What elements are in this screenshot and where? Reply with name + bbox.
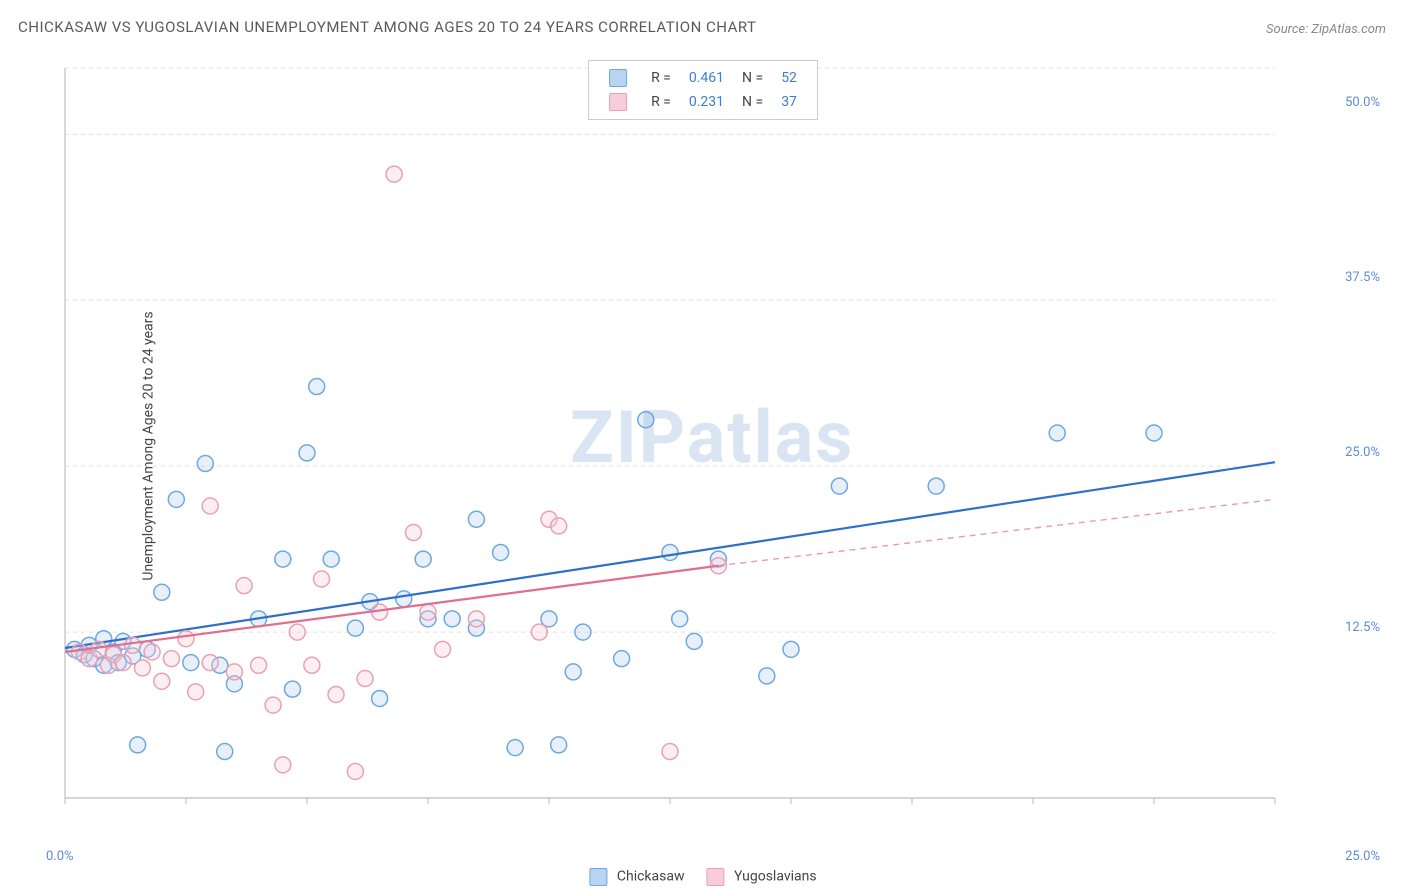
- n-label: N =: [734, 67, 771, 89]
- legend-item-yugoslavians: Yugoslavians: [707, 868, 817, 886]
- y-tick-37-5: 37.5%: [1345, 270, 1380, 285]
- stats-row-chickasaw: R = 0.461 N = 52: [601, 67, 805, 89]
- r-value-yugoslavians: 0.231: [681, 91, 732, 113]
- stats-legend: R = 0.461 N = 52 R = 0.231 N = 37: [588, 60, 818, 120]
- x-tick-25: 25.0%: [1345, 849, 1380, 864]
- y-tick-25: 25.0%: [1345, 445, 1380, 460]
- series-legend: Chickasaw Yugoslavians: [589, 868, 816, 886]
- r-value-chickasaw: 0.461: [681, 67, 732, 89]
- chart-title: CHICKASAW VS YUGOSLAVIAN UNEMPLOYMENT AM…: [18, 18, 757, 36]
- swatch-yugoslavians: [707, 868, 725, 886]
- x-tick-0: 0.0%: [46, 849, 74, 864]
- legend-item-chickasaw: Chickasaw: [589, 868, 684, 886]
- n-value-yugoslavians: 37: [773, 91, 805, 113]
- swatch-chickasaw: [589, 868, 607, 886]
- correlation-chart: CHICKASAW VS YUGOSLAVIAN UNEMPLOYMENT AM…: [0, 0, 1406, 892]
- stats-row-yugoslavians: R = 0.231 N = 37: [601, 91, 805, 113]
- legend-label: Yugoslavians: [734, 869, 817, 885]
- r-label: R =: [643, 67, 679, 89]
- legend-label: Chickasaw: [617, 869, 685, 885]
- plot-area: [55, 58, 1335, 828]
- n-value-chickasaw: 52: [773, 67, 805, 89]
- y-tick-12-5: 12.5%: [1345, 620, 1380, 635]
- y-tick-50: 50.0%: [1345, 95, 1380, 110]
- swatch-chickasaw: [609, 69, 627, 87]
- source-attribution: Source: ZipAtlas.com: [1266, 22, 1386, 37]
- r-label: R =: [643, 91, 679, 113]
- swatch-yugoslavians: [609, 93, 627, 111]
- plot-svg: [55, 58, 1335, 828]
- n-label: N =: [734, 91, 771, 113]
